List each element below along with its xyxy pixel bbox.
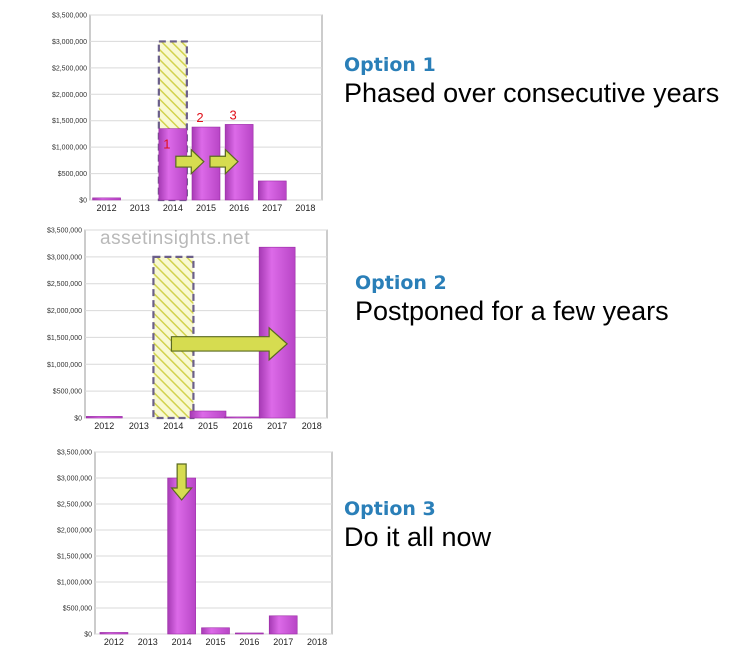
watermark: assetinsights.net xyxy=(100,228,251,249)
chart-option-3: $0 $500,000 $1,000,000 $1,500,000 $2,000,000… xyxy=(0,440,333,656)
shift-arrow-2 xyxy=(209,148,239,176)
y-tick-label: $500,000 xyxy=(63,606,92,613)
x-tick-label: 2016 xyxy=(233,421,253,431)
x-tick-label: 2013 xyxy=(130,203,150,213)
x-tick-label: 2015 xyxy=(198,421,218,431)
option-2-label: Option 2 xyxy=(355,272,447,294)
x-tick-label: 2017 xyxy=(262,203,282,213)
y-tick-label: $2,000,000 xyxy=(47,308,82,315)
option-3-description: Do it all now xyxy=(344,522,492,552)
y-tick-label: $500,000 xyxy=(53,389,82,396)
postpone-arrow xyxy=(170,326,289,362)
chart-option-2: $0 $500,000 $1,000,000 $1,500,000 $2,000,000… xyxy=(0,220,330,435)
bar-2014 xyxy=(167,477,196,635)
bar-2017 xyxy=(258,246,296,419)
x-tick-label: 2018 xyxy=(295,203,315,213)
y-tick-label: $3,500,000 xyxy=(57,450,92,457)
y-tick-label: $3,500,000 xyxy=(47,228,82,235)
bar-2017 xyxy=(257,180,287,201)
x-tick-label: 2013 xyxy=(138,637,158,647)
x-tick-label: 2014 xyxy=(172,637,192,647)
y-tick-label: $0 xyxy=(84,632,92,639)
y-tick-label: $3,000,000 xyxy=(57,476,92,483)
bar-2016 xyxy=(235,632,264,635)
y-tick-label: $2,000,000 xyxy=(57,528,92,535)
bar-2017 xyxy=(268,615,298,635)
do-now-arrow xyxy=(170,463,193,501)
option-3-label: Option 3 xyxy=(344,498,436,520)
shift-arrow-1 xyxy=(175,148,205,176)
x-tick-label: 2017 xyxy=(273,637,293,647)
phase-number-1: 1 xyxy=(163,137,170,152)
option-2-description: Postponed for a few years xyxy=(355,296,669,326)
option-3-caption: Option 3 Do it all now xyxy=(344,498,491,553)
option-1-description: Phased over consecutive years xyxy=(344,78,720,108)
y-tick-label: $1,000,000 xyxy=(47,362,82,369)
x-tick-label: 2014 xyxy=(163,203,183,213)
x-tick-label: 2015 xyxy=(205,637,225,647)
x-tick-label: 2012 xyxy=(97,203,117,213)
phase-number-2: 2 xyxy=(196,110,203,125)
y-tick-label: $2,000,000 xyxy=(52,92,87,99)
x-tick-label: 2013 xyxy=(129,421,149,431)
bar-2012 xyxy=(92,197,121,201)
x-tick-label: 2012 xyxy=(94,421,114,431)
y-tick-label: $2,500,000 xyxy=(47,281,82,288)
y-tick-label: $1,500,000 xyxy=(47,335,82,342)
option-2-caption: Option 2 Postponed for a few years xyxy=(355,272,669,327)
y-tick-label: $1,500,000 xyxy=(52,118,87,125)
y-tick-label: $0 xyxy=(79,198,87,205)
y-tick-label: $0 xyxy=(74,416,82,423)
plot-area xyxy=(94,451,333,635)
y-tick-label: $1,000,000 xyxy=(52,145,87,152)
x-tick-label: 2017 xyxy=(267,421,287,431)
x-tick-label: 2018 xyxy=(302,421,322,431)
x-tick-label: 2016 xyxy=(239,637,259,647)
y-tick-label: $1,500,000 xyxy=(57,554,92,561)
y-tick-label: $3,000,000 xyxy=(52,39,87,46)
x-tick-label: 2016 xyxy=(229,203,249,213)
bar-2012 xyxy=(85,416,123,419)
bar-2015 xyxy=(201,627,230,635)
y-tick-label: $3,000,000 xyxy=(47,254,82,261)
chart-option-2-svg: $0 $500,000 $1,000,000 $1,500,000 $2,000,000… xyxy=(47,228,328,431)
y-tick-label: $1,000,000 xyxy=(57,580,92,587)
y-tick-label: $2,500,000 xyxy=(52,65,87,72)
chart-option-1: $0 $500,000 $1,000,000 $1,500,000 $2,000,000… xyxy=(0,0,330,215)
chart-option-1-svg: $0 $500,000 $1,000,000 $1,500,000 $2,000,000… xyxy=(52,13,323,213)
bar-2015 xyxy=(189,410,227,419)
option-1-label: Option 1 xyxy=(344,54,436,76)
x-tick-label: 2012 xyxy=(104,637,124,647)
option-1-caption: Option 1 Phased over consecutive years xyxy=(344,54,719,109)
y-tick-label: $500,000 xyxy=(58,171,87,178)
y-tick-label: $3,500,000 xyxy=(52,13,87,20)
x-tick-label: 2015 xyxy=(196,203,216,213)
x-tick-label: 2018 xyxy=(307,637,327,647)
chart-option-3-svg: $0 $500,000 $1,000,000 $1,500,000 $2,000,000… xyxy=(57,450,333,647)
bar-2016 xyxy=(224,416,261,419)
bar-2012 xyxy=(99,632,129,635)
y-tick-label: $2,500,000 xyxy=(57,502,92,509)
x-tick-label: 2014 xyxy=(163,421,183,431)
phase-number-3: 3 xyxy=(230,107,237,122)
